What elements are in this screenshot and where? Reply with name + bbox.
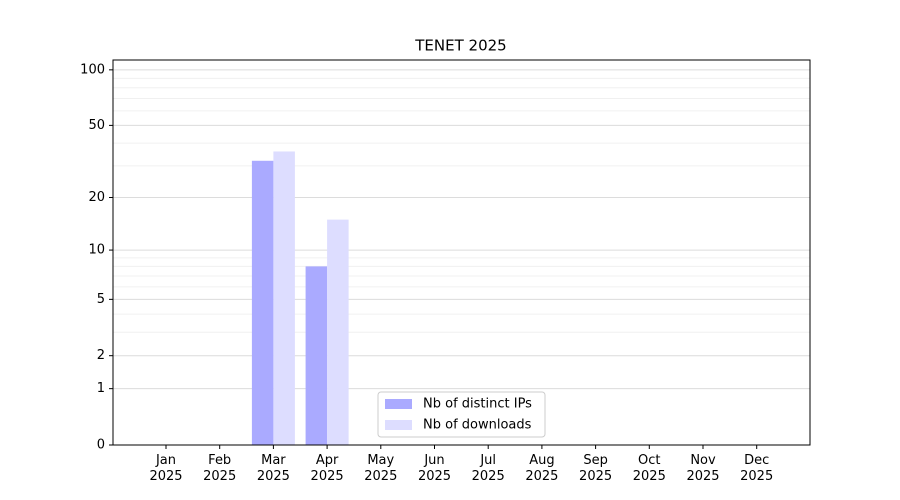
bar [251, 160, 274, 445]
bar [327, 219, 349, 445]
y-tick-label: 50 [88, 118, 105, 133]
x-tick-label: Jul 2025 [471, 453, 505, 484]
x-tick-label: Mar 2025 [256, 453, 290, 484]
plot-frame [112, 59, 811, 446]
x-tick-label: Feb 2025 [203, 453, 237, 484]
y-tick-label: 10 [88, 243, 105, 258]
x-tick-label: Aug 2025 [525, 453, 559, 484]
y-tick-label: 5 [97, 292, 105, 307]
legend-box [377, 391, 546, 438]
y-tick-label: 100 [80, 62, 105, 77]
x-tick-label: Jun 2025 [417, 453, 452, 484]
bar [273, 151, 295, 446]
legend: Nb of distinct IPs Nb of downloads [377, 391, 546, 438]
x-tick-label: Sep 2025 [579, 453, 613, 484]
legend-swatch [385, 399, 412, 409]
x-tick-label: Dec 2025 [740, 453, 774, 484]
x-tick-label: Jan 2025 [149, 453, 183, 484]
x-tick-label: Apr 2025 [310, 453, 344, 484]
legend-label: Nb of distinct IPs [423, 397, 532, 412]
y-tick-label: 20 [88, 190, 105, 205]
y-tick-label: 1 [97, 381, 105, 396]
chart-title: TENET 2025 [414, 37, 506, 55]
legend-label: Nb of downloads [423, 418, 532, 433]
x-tick-label: Nov 2025 [686, 453, 720, 484]
y-tick-label: 0 [97, 438, 105, 453]
x-tick-label: May 2025 [364, 453, 398, 484]
x-tick-label: Oct 2025 [632, 453, 666, 484]
bar [305, 266, 328, 445]
y-tick-label: 2 [97, 348, 105, 363]
legend-swatch [385, 420, 412, 430]
